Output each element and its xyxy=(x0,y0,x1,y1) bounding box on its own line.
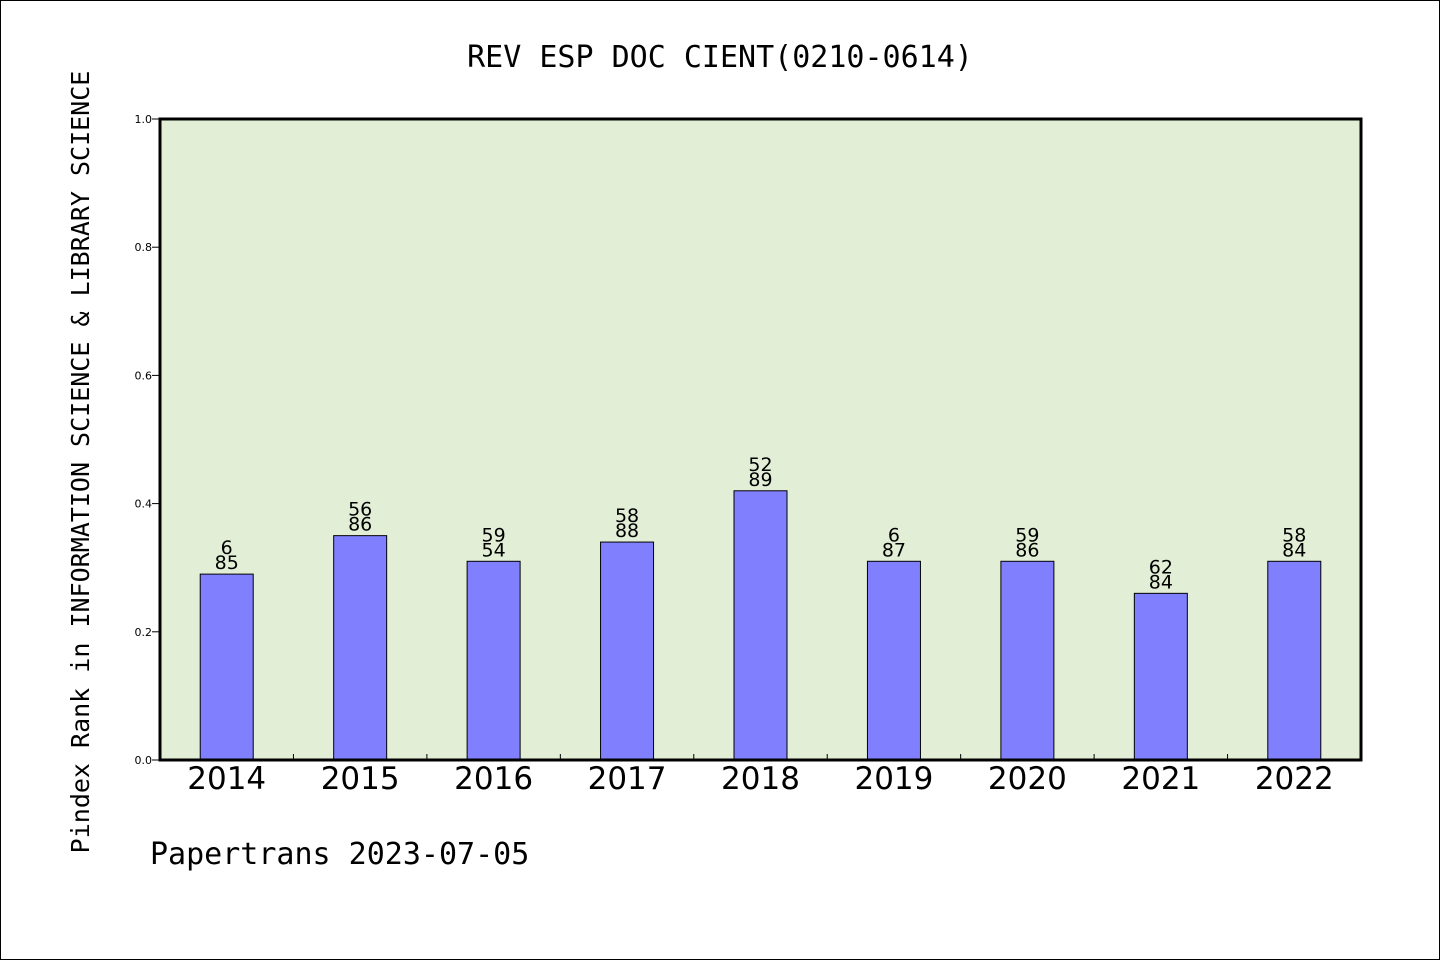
x-tick-label: 2015 xyxy=(321,761,400,797)
bar-label-bottom: 84 xyxy=(1149,571,1173,593)
bar-label-top: 62 xyxy=(1149,556,1173,578)
x-axis-ticks: 2014 2015 2016 2017 2018 2019 2020 2021 2022 xyxy=(187,754,1334,797)
plot-border xyxy=(158,117,1363,762)
bar-label-top: 58 xyxy=(1282,524,1306,546)
bar-label-bottom: 85 xyxy=(215,552,239,574)
y-axis-label: Pindex Rank in INFORMATION SCIENCE & LIB… xyxy=(66,71,95,854)
y-tick-label: 1.0 xyxy=(135,113,153,126)
y-tick-label: 0.4 xyxy=(135,498,153,511)
y-tick-label: 0.2 xyxy=(135,626,153,639)
bar-label-bottom: 86 xyxy=(348,514,372,536)
bar-label-bottom: 86 xyxy=(1015,539,1039,561)
x-tick-label: 2016 xyxy=(454,761,533,797)
bar-2014 xyxy=(199,573,254,761)
bar-2016 xyxy=(466,560,521,761)
y-tick-label: 0.8 xyxy=(135,241,153,254)
y-axis-ticks: 0.0 0.2 0.4 0.6 0.8 1.0 xyxy=(135,113,160,767)
bar-label-top: 6 xyxy=(888,524,900,546)
bar-label-top: 58 xyxy=(615,505,639,527)
bar-2021 xyxy=(1133,592,1188,761)
bar-label-top: 59 xyxy=(482,524,506,546)
footer-credit: Papertrans 2023-07-05 xyxy=(150,837,529,872)
y-tick-label: 0.0 xyxy=(135,754,153,767)
bar-label-top: 6 xyxy=(221,537,233,559)
bar-label-top: 59 xyxy=(1015,524,1039,546)
bar-label-bottom: 89 xyxy=(748,469,772,491)
bar-2015 xyxy=(333,535,388,761)
bar-2022 xyxy=(1267,560,1322,761)
x-tick-label: 2017 xyxy=(588,761,667,797)
x-tick-label: 2020 xyxy=(988,761,1067,797)
chart-title: REV ESP DOC CIENT(0210-0614) xyxy=(467,40,973,75)
bar-label-bottom: 54 xyxy=(482,539,506,561)
bars xyxy=(199,490,1322,761)
bar-2019 xyxy=(866,560,921,761)
x-tick-label: 2018 xyxy=(721,761,800,797)
x-tick-label: 2022 xyxy=(1255,761,1334,797)
bar-2020 xyxy=(1000,560,1055,761)
bar-2017 xyxy=(600,541,655,761)
bar-label-top: 52 xyxy=(748,454,772,476)
bar-label-bottom: 88 xyxy=(615,520,639,542)
y-tick-label: 0.6 xyxy=(135,369,153,382)
bar-label-bottom: 87 xyxy=(882,539,906,561)
bar-2018 xyxy=(733,490,788,761)
bar-label-top: 56 xyxy=(348,499,372,521)
x-tick-label: 2019 xyxy=(854,761,933,797)
bar-label-bottom: 84 xyxy=(1282,539,1306,561)
x-tick-label: 2021 xyxy=(1121,761,1200,797)
x-tick-label: 2014 xyxy=(187,761,266,797)
